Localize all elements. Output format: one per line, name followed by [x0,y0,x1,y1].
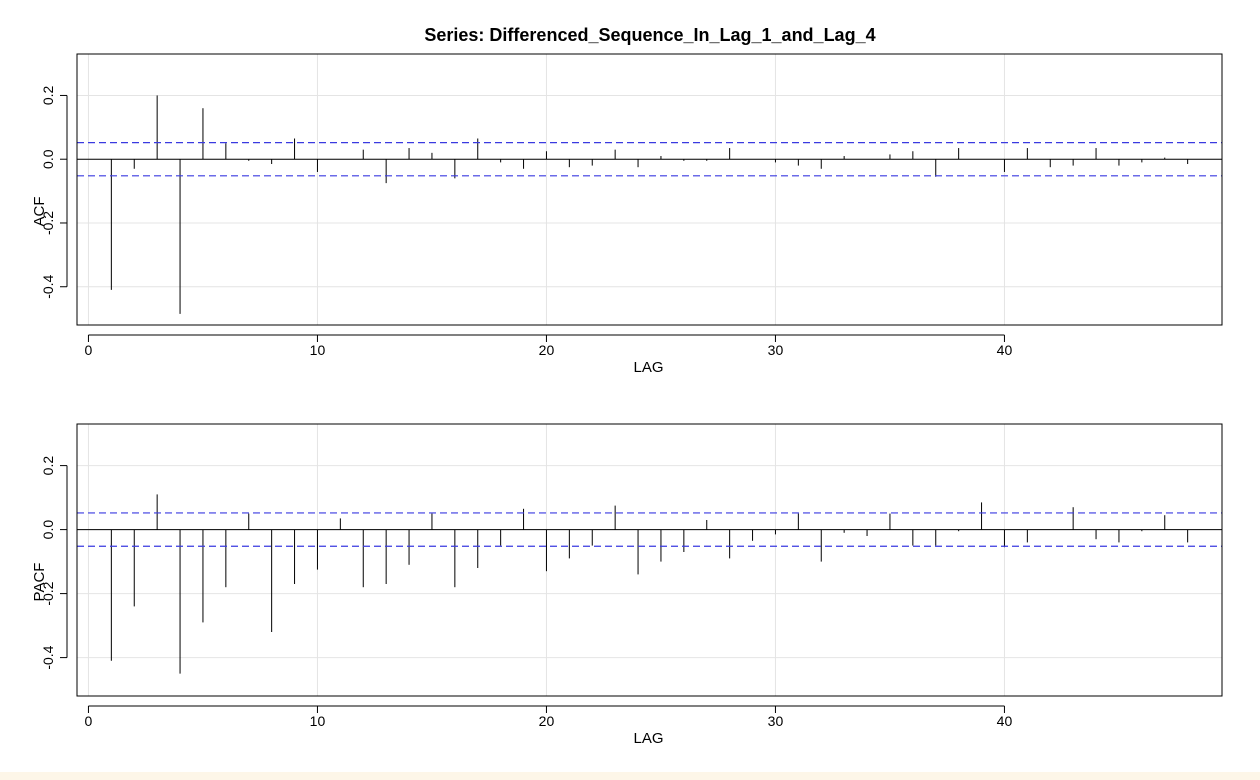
acf-x-tick-label: 20 [539,342,555,358]
pacf-panel: 0 10 20 30 40 -0.4 -0.2 0.0 0.2 LAG PACF [31,423,1223,747]
pacf-x-tick-label: 0 [85,713,93,729]
pacf-y-tick-label: 0.0 [40,520,56,540]
pacf-x-tick-label: 20 [539,713,555,729]
acf-y-tick-label: -0.4 [40,274,56,298]
bottom-strip [0,772,1260,780]
acf-x-tick-label: 40 [997,342,1013,358]
pacf-x-axis-label: LAG [633,730,663,747]
acf-x-tick-label: 0 [85,342,93,358]
pacf-y-tick-label: -0.4 [40,645,56,669]
acf-y-tick-label: -0.2 [40,211,56,235]
pacf-y-tick-label: -0.2 [40,581,56,605]
acf-y-tick-label: 0.0 [40,149,56,169]
pacf-x-tick-label: 40 [997,713,1013,729]
acf-x-tick-label: 30 [768,342,784,358]
pacf-x-tick-label: 30 [768,713,784,729]
acf-panel: 0 10 20 30 40 -0.4 -0.2 0.0 0.2 LAG ACF [31,53,1223,376]
chart-title: Series: Differenced_Sequence_In_Lag_1_an… [424,25,875,45]
pacf-y-axis-label: PACF [31,563,48,602]
pacf-plot-frame [76,423,1223,697]
acf-x-tick-label: 10 [310,342,326,358]
acf-plot-frame [76,53,1223,326]
pacf-y-tick-label: 0.2 [40,456,56,476]
pacf-x-tick-label: 10 [310,713,326,729]
acf-y-axis-label: ACF [31,197,48,227]
acf-x-axis-label: LAG [633,359,663,376]
acf-y-tick-label: 0.2 [40,86,56,106]
